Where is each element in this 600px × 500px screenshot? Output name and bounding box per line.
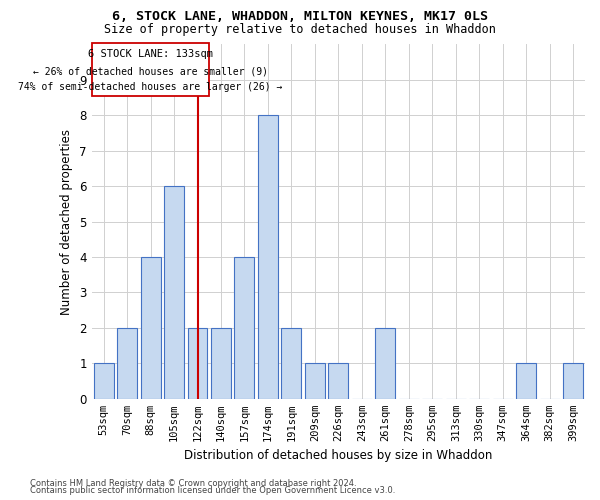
Text: 6, STOCK LANE, WHADDON, MILTON KEYNES, MK17 0LS: 6, STOCK LANE, WHADDON, MILTON KEYNES, M… [112,10,488,23]
Bar [94,364,113,399]
Bar [563,364,583,399]
FancyBboxPatch shape [92,42,209,96]
Bar [235,257,254,399]
X-axis label: Distribution of detached houses by size in Whaddon: Distribution of detached houses by size … [184,450,493,462]
Bar [281,328,301,399]
Bar [376,328,395,399]
Bar [258,116,278,399]
Bar [211,328,231,399]
Text: Size of property relative to detached houses in Whaddon: Size of property relative to detached ho… [104,22,496,36]
Bar [117,328,137,399]
Text: Contains public sector information licensed under the Open Government Licence v3: Contains public sector information licen… [30,486,395,495]
Bar [188,328,208,399]
Bar [164,186,184,399]
Text: ← 26% of detached houses are smaller (9): ← 26% of detached houses are smaller (9) [33,66,268,76]
Bar [140,257,161,399]
Bar [517,364,536,399]
Bar [328,364,349,399]
Text: Contains HM Land Registry data © Crown copyright and database right 2024.: Contains HM Land Registry data © Crown c… [30,478,356,488]
Bar [305,364,325,399]
Text: 6 STOCK LANE: 133sqm: 6 STOCK LANE: 133sqm [88,50,213,59]
Y-axis label: Number of detached properties: Number of detached properties [59,128,73,314]
Text: 74% of semi-detached houses are larger (26) →: 74% of semi-detached houses are larger (… [19,82,283,92]
